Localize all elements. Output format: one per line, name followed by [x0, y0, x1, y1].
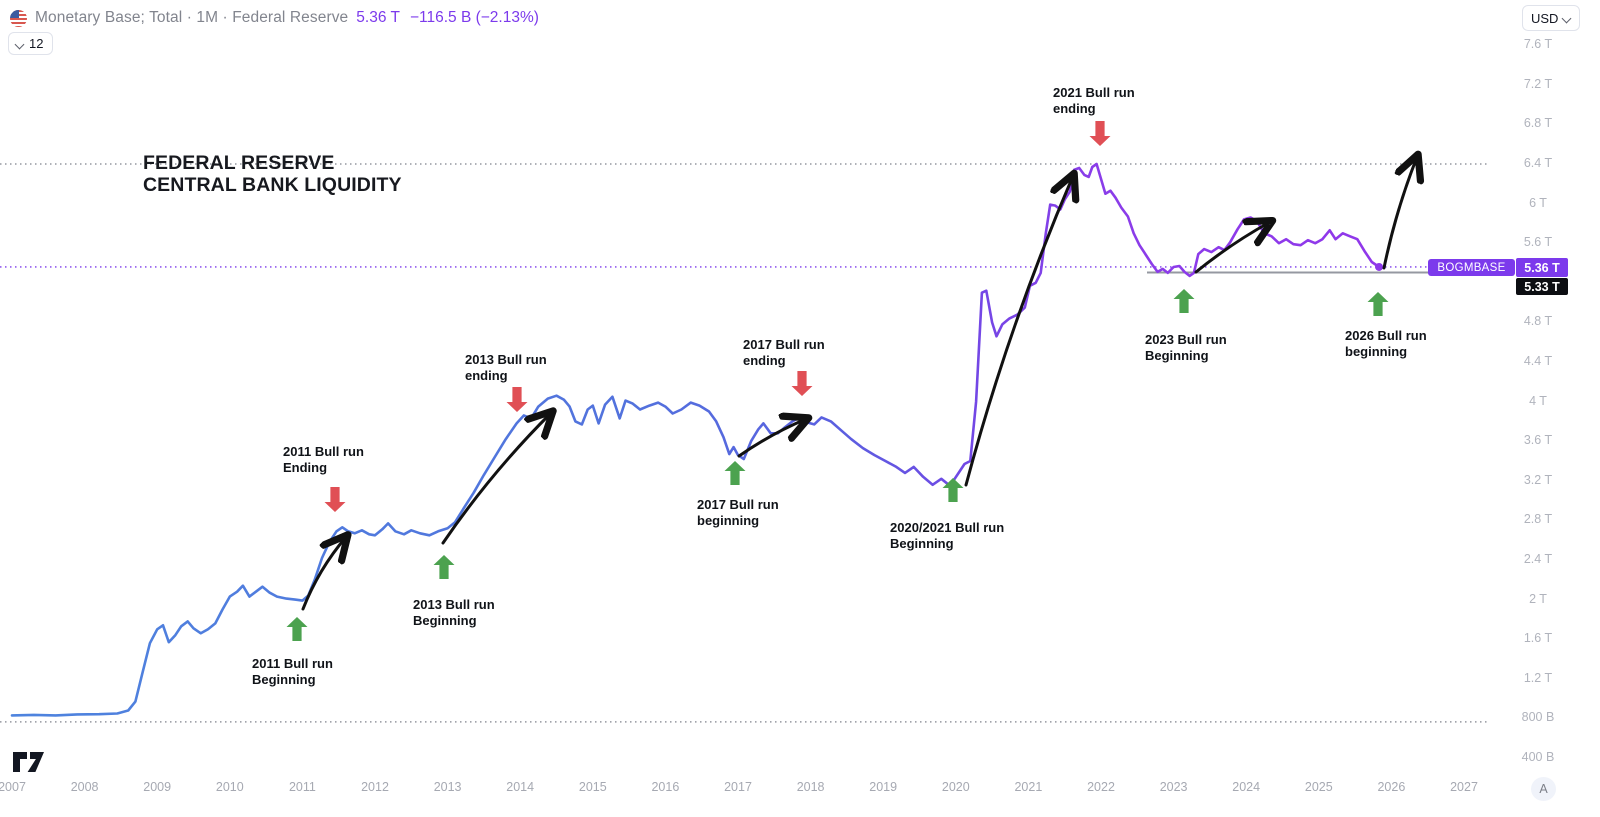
x-axis-label: 2011 [288, 780, 316, 794]
series-name-tag: BOGMBASE [1428, 259, 1515, 276]
chart-legend: Monetary Base; Total · 1M · Federal Rese… [10, 7, 539, 29]
symbol-title[interactable]: Monetary Base; Total · 1M · Federal Rese… [35, 9, 349, 26]
up-block-arrow-icon[interactable] [1173, 289, 1195, 313]
last-price: 5.36 T [356, 9, 400, 26]
x-axis-label: 2020 [941, 780, 970, 794]
x-axis-label: 2009 [143, 780, 172, 794]
x-axis-label: 2027 [1450, 780, 1478, 794]
x-axis-label: 2010 [215, 780, 244, 794]
annotation-label-2023-beginning[interactable]: 2023 Bull run Beginning [1145, 332, 1227, 363]
x-axis-label: 2022 [1087, 780, 1115, 794]
down-block-arrow-icon[interactable] [1089, 121, 1111, 146]
up-block-arrow-icon[interactable] [1367, 292, 1389, 316]
up-block-arrow-icon[interactable] [724, 461, 746, 485]
price-change: −116.5 B (−2.13%) [409, 9, 539, 26]
y-axis-label: 2 T [1529, 591, 1547, 606]
y-axis-label: 5.6 T [1523, 235, 1553, 250]
chevron-down-icon [16, 40, 24, 48]
y-axis-label: 6.4 T [1523, 156, 1553, 170]
y-axis-label: 3.2 T [1523, 472, 1553, 487]
trend-arrow-drawing[interactable] [1194, 222, 1270, 274]
chart-title-line2: CENTRAL BANK LIQUIDITY [143, 174, 402, 196]
x-axis-label: 2024 [1232, 780, 1261, 794]
y-axis-label: 7.6 T [1523, 37, 1553, 52]
down-block-arrow-icon[interactable] [324, 487, 346, 512]
price-line-series[interactable] [10, 162, 1381, 717]
last-price-dot [1375, 262, 1384, 271]
trend-arrow-drawing[interactable] [301, 537, 346, 611]
trend-arrow-drawing[interactable] [964, 176, 1073, 487]
x-axis-label: 2015 [578, 780, 607, 794]
annotation-label-2017-ending[interactable]: 2017 Bull run ending [743, 337, 825, 368]
y-axis-label: 4 T [1529, 393, 1547, 408]
x-axis-label: 2017 [724, 780, 752, 794]
y-axis-label: 6 T [1529, 195, 1547, 210]
x-axis-label: 2014 [506, 780, 535, 794]
last-price-tag: 5.36 T [1516, 258, 1568, 277]
x-axis-label: 2008 [70, 780, 99, 794]
x-axis-label: 2012 [361, 780, 389, 794]
currency-selector[interactable]: USD [1522, 5, 1580, 31]
down-block-arrow-icon[interactable] [791, 371, 813, 396]
chart-title-overlay: FEDERAL RESERVE CENTRAL BANK LIQUIDITY [143, 152, 402, 196]
annotation-label-2013-ending[interactable]: 2013 Bull run ending [465, 352, 547, 383]
y-axis-label: 3.6 T [1523, 433, 1553, 448]
dotted-level-lines [0, 163, 1488, 723]
trend-arrow-drawing[interactable] [441, 413, 551, 545]
x-axis-label: 2023 [1159, 780, 1188, 794]
x-axis-label: 2021 [1014, 780, 1043, 794]
x-axis-label: 2007 [0, 780, 26, 794]
us-flag-icon [10, 9, 27, 27]
down-block-arrow-icon[interactable] [506, 387, 528, 412]
annotation-label-2013-beginning[interactable]: 2013 Bull run Beginning [413, 597, 495, 628]
symbol-quote: 5.36 T −116.5 B (−2.13%) [356, 9, 539, 27]
up-block-arrow-icon[interactable] [942, 478, 964, 502]
up-block-arrow-icon[interactable] [286, 617, 308, 641]
indicator-count: 12 [29, 36, 44, 51]
y-axis-label: 800 B [1521, 710, 1555, 725]
x-axis-label: 2019 [869, 780, 898, 794]
y-axis-label: 1.6 T [1523, 631, 1553, 646]
x-axis-label: 2013 [433, 780, 462, 794]
annotation-label-2017-beginning[interactable]: 2017 Bull run beginning [697, 497, 779, 528]
y-axis-label: 1.2 T [1523, 670, 1553, 685]
trend-arrow-drawing[interactable] [1382, 157, 1417, 270]
y-axis-label: 7.2 T [1523, 76, 1553, 91]
annotation-label-2021-ending[interactable]: 2021 Bull run ending [1053, 85, 1135, 116]
indicators-collapse-button[interactable]: 12 [8, 32, 54, 55]
x-axis-label: 2025 [1304, 780, 1333, 794]
x-axis-label: 2016 [651, 780, 680, 794]
y-axis-label: 4.8 T [1523, 314, 1553, 329]
annotation-label-2011-beginning[interactable]: 2011 Bull run Beginning [252, 656, 333, 687]
annotation-label-2020-2021-beginning[interactable]: 2020/2021 Bull run Beginning [890, 520, 1005, 551]
y-axis-label: 2.8 T [1523, 512, 1553, 527]
tradingview-logo-icon[interactable] [12, 751, 46, 775]
trend-arrow-drawing[interactable] [737, 419, 806, 458]
y-axis-label: 6.8 T [1523, 116, 1553, 131]
annotation-label-2011-ending[interactable]: 2011 Bull run Ending [283, 444, 364, 475]
countdown-price-tag: 5.33 T [1516, 278, 1568, 295]
chart-title-line1: FEDERAL RESERVE [143, 152, 335, 174]
up-block-arrow-icon[interactable] [433, 555, 455, 579]
annotation-label-2026-beginning[interactable]: 2026 Bull run beginning [1345, 328, 1427, 359]
currency-label: USD [1531, 10, 1559, 26]
x-axis-label: 2026 [1377, 780, 1406, 794]
y-axis-label: 4.4 T [1523, 354, 1553, 368]
x-axis-label: 2018 [796, 780, 825, 794]
chevron-down-icon [1563, 14, 1571, 22]
auto-scale-button[interactable]: A [1531, 777, 1556, 801]
y-axis-label: 400 B [1521, 750, 1555, 764]
y-axis-label: 2.4 T [1523, 552, 1553, 566]
